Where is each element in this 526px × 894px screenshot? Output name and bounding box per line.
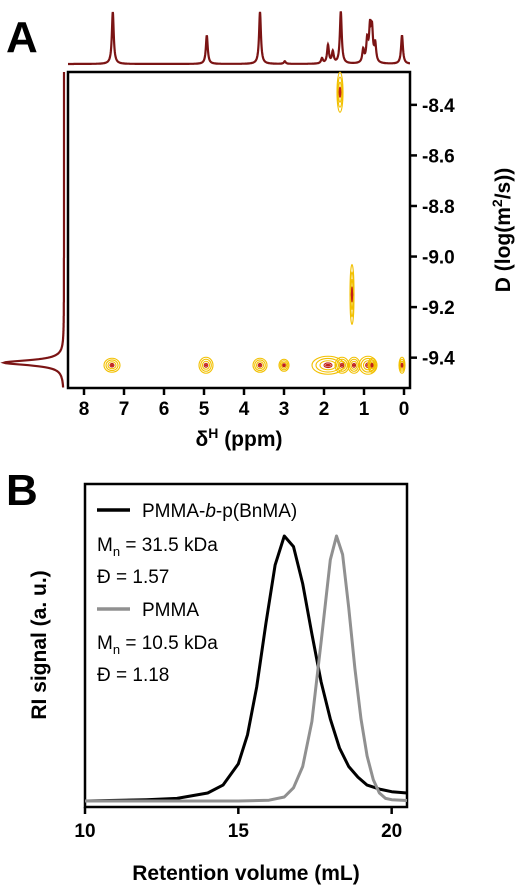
dosy-plot-frame <box>66 70 412 390</box>
dosy-x-tick-label: 0 <box>399 399 410 420</box>
dosy-peak <box>252 357 268 373</box>
gpc-x-tick-label: 10 <box>74 821 95 842</box>
panel-b-letter: B <box>6 466 38 515</box>
gpc-plot-frame <box>83 482 409 809</box>
legend-mn-series2: Mn = 10.5 kDa <box>97 633 218 657</box>
legend-label-series1: PMMA-b-p(BnMA) <box>142 501 297 522</box>
dosy-contour-peaks <box>103 71 406 375</box>
dosy-x-axis-label: δH (ppm) <box>195 425 282 451</box>
legend-dispersity-series1: Đ = 1.57 <box>97 567 169 588</box>
gpc-series-1-line <box>84 534 408 803</box>
dosy-top-projection <box>68 11 411 66</box>
dosy-peak <box>336 71 344 113</box>
panel-a-letter: A <box>6 13 38 62</box>
gpc-x-axis-label: Retention volume (mL) <box>132 862 360 885</box>
dosy-peak <box>349 263 355 326</box>
gpc-x-tick-label: 15 <box>228 821 250 842</box>
dosy-y-ticks: -8.4 -8.6 -8.8 -9.0 -9.2 -9.4 <box>410 96 455 370</box>
gpc-x-ticks: 10 15 20 <box>74 807 402 842</box>
dosy-x-tick-label: 1 <box>359 399 370 420</box>
legend-dispersity-series2: Đ = 1.18 <box>97 665 169 686</box>
dosy-peak <box>103 357 121 373</box>
dosy-peak <box>398 356 406 374</box>
dosy-peak <box>198 356 214 374</box>
gpc-y-axis-label: RI signal (a. u.) <box>28 570 51 719</box>
dosy-side-projection <box>0 72 66 388</box>
dosy-top-projection-trace <box>68 11 411 66</box>
dosy-peak <box>347 356 361 374</box>
legend-mn-series1: Mn = 31.5 kDa <box>97 535 218 559</box>
dosy-x-tick-label: 8 <box>79 399 90 420</box>
dosy-y-tick-label: -8.4 <box>422 96 455 117</box>
gpc-series-2-line <box>85 534 408 803</box>
dosy-x-ticks: 8 7 6 5 4 3 2 1 0 <box>79 388 410 420</box>
dosy-peak <box>311 355 345 375</box>
dosy-y-tick-label: -8.6 <box>422 146 455 167</box>
dosy-side-projection-trace <box>0 72 66 388</box>
dosy-peak <box>367 357 377 373</box>
dosy-x-tick-label: 2 <box>319 399 330 420</box>
dosy-y-axis-label: D (log(m2/s)) <box>489 168 515 292</box>
gpc-traces <box>84 534 408 803</box>
dosy-x-tick-label: 3 <box>279 399 290 420</box>
dosy-y-tick-label: -9.2 <box>422 298 455 319</box>
dosy-x-tick-label: 7 <box>119 399 130 420</box>
dosy-peak <box>278 358 290 372</box>
dosy-y-tick-label: -8.8 <box>422 197 455 218</box>
dosy-x-tick-label: 5 <box>199 399 210 420</box>
dosy-peak <box>334 356 350 374</box>
dosy-x-tick-label: 4 <box>239 399 250 420</box>
dosy-x-tick-label: 6 <box>159 399 170 420</box>
legend-label-series2: PMMA <box>142 600 199 621</box>
gpc-x-tick-label: 20 <box>381 821 402 842</box>
dosy-y-tick-label: -9.4 <box>422 349 455 370</box>
dosy-y-tick-label: -9.0 <box>422 248 455 269</box>
